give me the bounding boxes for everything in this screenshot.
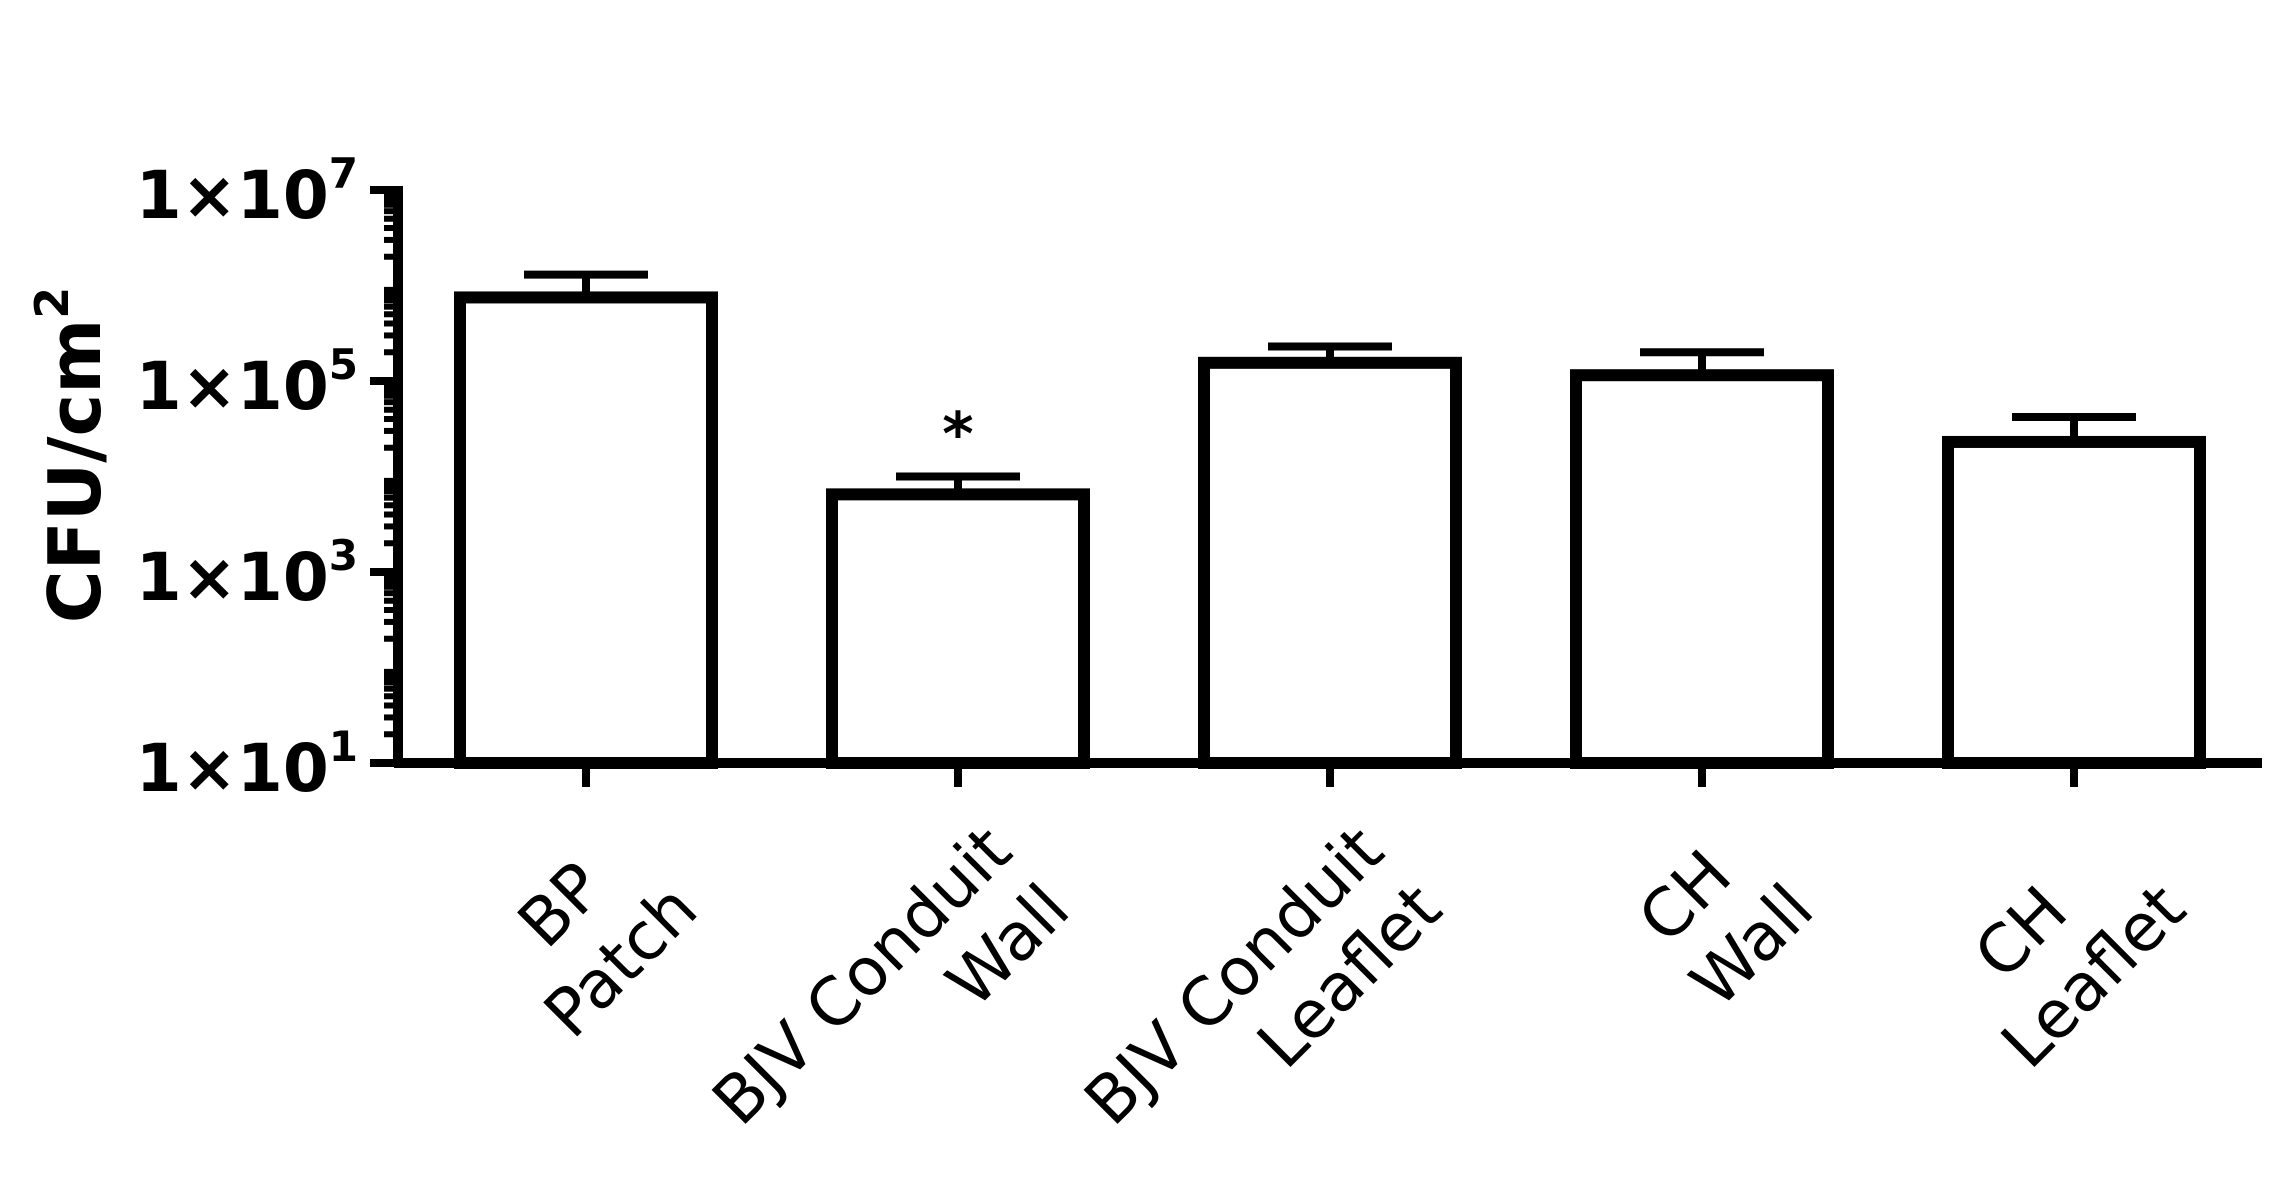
y-tick-exponent: 1 (329, 722, 358, 771)
significance-marker: * (942, 400, 973, 470)
bar (454, 291, 718, 769)
y-tick-label: 1×107 (136, 149, 358, 234)
bar (1942, 435, 2206, 769)
y-axis-label-superscript: 2 (25, 287, 79, 319)
y-tick-mantissa: 1×10 (136, 348, 329, 425)
y-tick-exponent: 5 (329, 340, 358, 389)
bar (1570, 369, 1834, 769)
y-tick-exponent: 3 (329, 531, 358, 580)
y-tick-mantissa: 1×10 (136, 157, 329, 234)
y-tick-exponent: 7 (329, 149, 358, 198)
y-tick-label: 1×101 (136, 722, 358, 807)
bar (826, 488, 1090, 769)
y-tick-label: 1×103 (136, 531, 358, 616)
bar (1198, 356, 1462, 769)
y-tick-label: 1×105 (136, 340, 358, 425)
y-axis-label-text: CFU/cm (33, 319, 117, 624)
y-tick-mantissa: 1×10 (136, 730, 329, 807)
y-axis-label: CFU/cm2 (25, 287, 117, 624)
y-tick-mantissa: 1×10 (136, 539, 329, 616)
